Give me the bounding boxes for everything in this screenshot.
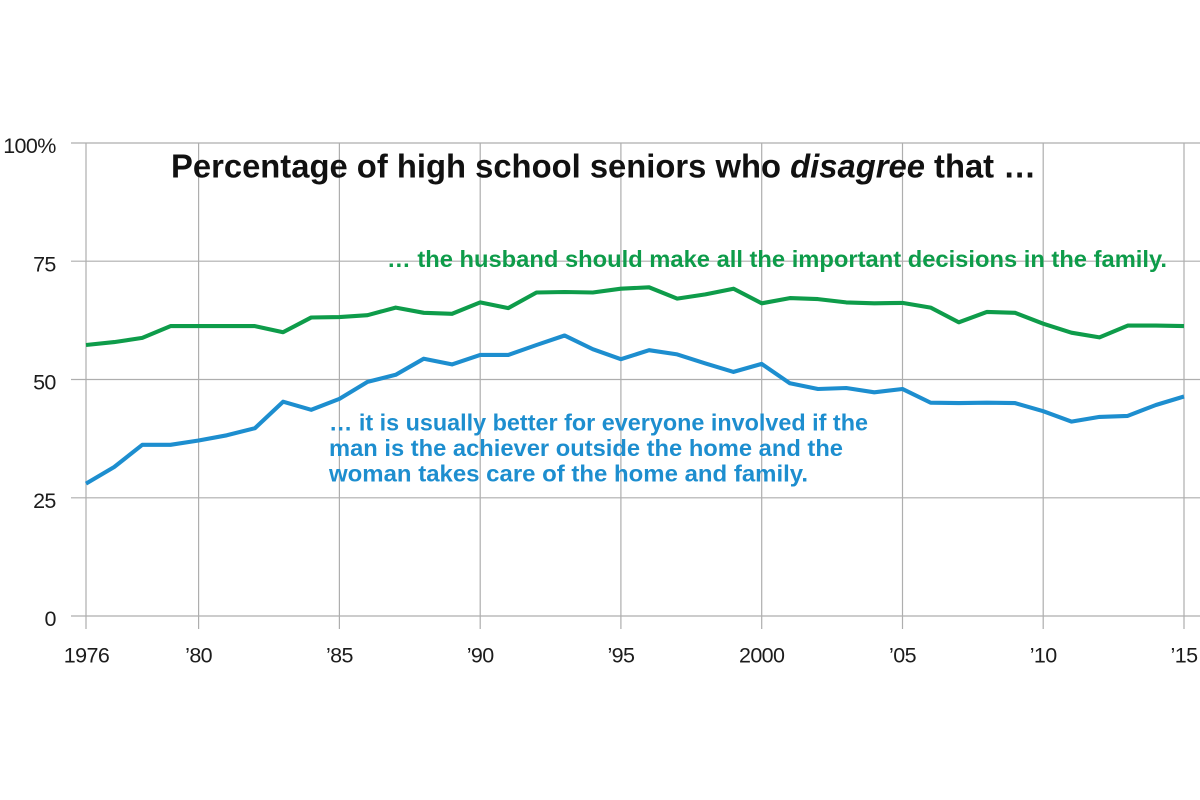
svg-text:’95: ’95 bbox=[607, 644, 635, 668]
svg-text:’80: ’80 bbox=[185, 644, 213, 668]
svg-text:… the husband should make all: … the husband should make all the import… bbox=[387, 246, 1167, 272]
svg-text:Percentage of high school seni: Percentage of high school seniors who di… bbox=[171, 149, 1036, 186]
svg-text:75: 75 bbox=[33, 252, 56, 276]
svg-text:man is the achiever outside th: man is the achiever outside the home and… bbox=[329, 435, 843, 461]
svg-text:’10: ’10 bbox=[1030, 644, 1058, 668]
svg-text:100%: 100% bbox=[3, 134, 56, 158]
svg-text:25: 25 bbox=[33, 489, 56, 513]
svg-text:woman takes care of the home a: woman takes care of the home and family. bbox=[328, 461, 808, 487]
svg-text:’85: ’85 bbox=[326, 644, 354, 668]
svg-text:2000: 2000 bbox=[739, 644, 785, 668]
svg-text:’05: ’05 bbox=[889, 644, 917, 668]
svg-text:’90: ’90 bbox=[467, 644, 495, 668]
svg-text:0: 0 bbox=[44, 607, 56, 631]
svg-text:50: 50 bbox=[33, 371, 56, 395]
svg-text:’15: ’15 bbox=[1171, 644, 1199, 668]
svg-text:1976: 1976 bbox=[64, 644, 110, 668]
svg-text:… it is usually better for eve: … it is usually better for everyone invo… bbox=[329, 410, 868, 436]
